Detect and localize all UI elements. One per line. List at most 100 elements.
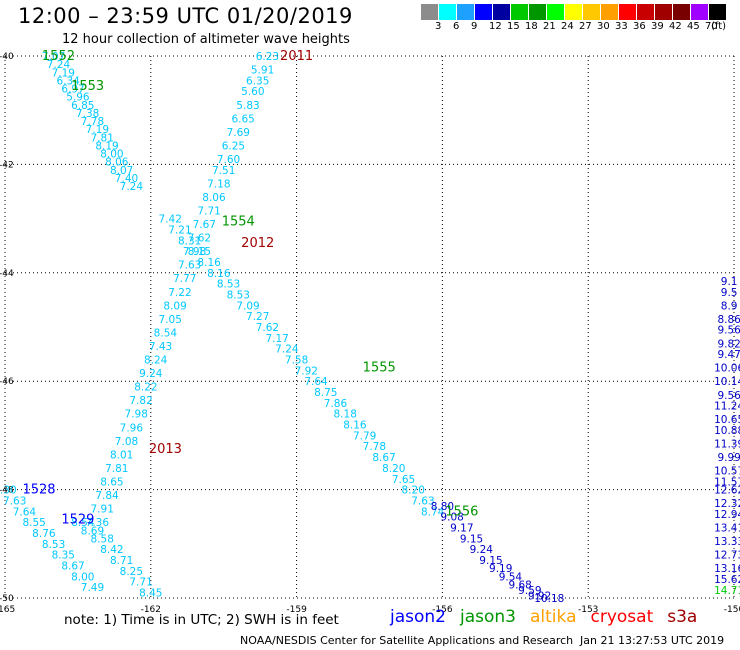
data-point-label: 8.16 bbox=[197, 257, 221, 269]
data-point-label: 7.51 bbox=[212, 165, 235, 177]
data-point-label: 8.30 bbox=[0, 485, 17, 497]
data-point-label: 7.81 bbox=[91, 132, 114, 144]
data-point-label: 7.22 bbox=[168, 287, 191, 299]
data-point-label: 9.5 bbox=[721, 287, 738, 299]
data-point-label: 11.39 bbox=[714, 439, 740, 451]
x-tick-label: -153 bbox=[578, 605, 598, 615]
data-point-label: 8.25 bbox=[120, 566, 143, 578]
data-point-label: 8.75 bbox=[314, 387, 337, 399]
data-point-label: 11.57 bbox=[714, 476, 740, 488]
color-scale-tick: 70 bbox=[705, 21, 718, 32]
data-point-label: 7.63 bbox=[411, 495, 434, 507]
data-point-label: 7.19 bbox=[52, 67, 75, 79]
color-scale-tick: 12 bbox=[489, 21, 502, 32]
data-point-label: 8.31 bbox=[178, 235, 201, 247]
pass-label: 1556 bbox=[445, 504, 478, 519]
color-scale-cell bbox=[655, 4, 672, 20]
data-point-label: 7.43 bbox=[149, 341, 172, 353]
data-point-label: 13.33 bbox=[714, 536, 740, 548]
satellite-legend-item: s3a bbox=[667, 607, 698, 627]
data-point-label: 7.09 bbox=[236, 300, 259, 312]
data-point-label: 9.24 bbox=[470, 544, 494, 556]
data-point-label: 5.96 bbox=[66, 92, 90, 104]
satellite-legend-item: cryosat bbox=[590, 607, 654, 627]
color-scale-cell bbox=[619, 4, 636, 20]
data-point-label: 7.91 bbox=[91, 504, 114, 516]
data-point-label: 8.67 bbox=[372, 452, 395, 464]
data-point-label: 8.53 bbox=[42, 539, 65, 551]
pass-label: 1552 bbox=[42, 49, 75, 64]
data-point-label: 7.60 bbox=[217, 154, 240, 166]
data-layer: 7.077.247.196.346.975.966.857.387.787.19… bbox=[0, 51, 740, 605]
data-point-label: 7.71 bbox=[197, 205, 220, 217]
data-point-label: 8.45 bbox=[139, 588, 162, 600]
data-point-label: 7.63 bbox=[178, 260, 201, 272]
color-scale-cell bbox=[583, 4, 600, 20]
data-point-label: 8.06 bbox=[202, 192, 226, 204]
data-point-label: 7.18 bbox=[207, 178, 230, 190]
data-point-label: 8.35 bbox=[52, 550, 75, 562]
grid-layer bbox=[4, 55, 735, 599]
data-point-label: 7.42 bbox=[159, 214, 182, 226]
data-point-label: 7.07 bbox=[42, 51, 65, 63]
data-point-label: 7.77 bbox=[173, 273, 196, 285]
data-point-label: 8.07 bbox=[110, 165, 133, 177]
data-point-label: 7.92 bbox=[295, 365, 318, 377]
data-point-label: 9.15 bbox=[479, 555, 502, 567]
data-point-label: 8.74 bbox=[421, 506, 445, 518]
color-scale-cell bbox=[439, 4, 456, 20]
data-point-label: 8.55 bbox=[22, 517, 45, 529]
data-point-label: 8.42 bbox=[100, 544, 123, 556]
data-point-label: 7.19 bbox=[86, 124, 109, 136]
color-scale-cell bbox=[421, 4, 438, 20]
pass-label: 2011 bbox=[280, 49, 313, 64]
data-point-label: 8.00 bbox=[100, 149, 123, 161]
data-point-label: 10.06 bbox=[714, 363, 740, 375]
data-point-label: 13.41 bbox=[714, 523, 740, 535]
data-point-label: 9.08 bbox=[440, 512, 463, 524]
data-point-label: 9.24 bbox=[139, 368, 163, 380]
data-point-label: 7.38 bbox=[76, 108, 99, 120]
color-scale-tick: 24 bbox=[561, 21, 574, 32]
color-scale-tick: 36 bbox=[633, 21, 646, 32]
color-scale-cell bbox=[493, 4, 510, 20]
data-point-label: 7.98 bbox=[183, 246, 206, 258]
y-tick-label: -40 bbox=[0, 52, 14, 62]
data-point-label: 9.99 bbox=[717, 452, 740, 464]
data-point-label: 6.97 bbox=[61, 84, 84, 96]
data-point-label: 9.68 bbox=[508, 579, 531, 591]
data-point-label: 6.25 bbox=[222, 140, 245, 152]
data-point-label: 9.19 bbox=[489, 563, 512, 575]
data-point-label: 9.59 bbox=[518, 585, 541, 597]
pass-label: 1529 bbox=[61, 512, 94, 527]
pass-label: 2012 bbox=[241, 236, 274, 251]
data-point-label: 7.65 bbox=[392, 474, 415, 486]
data-point-label: 9.56 bbox=[717, 325, 740, 337]
color-scale-tick: 27 bbox=[579, 21, 592, 32]
data-point-label: 8.15 bbox=[188, 246, 211, 258]
footer-timestamp: Jan 21 13:27:53 UTC 2019 bbox=[580, 634, 725, 647]
data-point-label: 12.32 bbox=[714, 498, 740, 510]
data-point-label: 7.84 bbox=[95, 490, 119, 502]
data-point-label: 9.54 bbox=[499, 571, 523, 583]
data-point-label: 6.65 bbox=[231, 113, 254, 125]
data-point-label: 12.73 bbox=[714, 550, 740, 562]
data-point-label: 7.64 bbox=[304, 376, 328, 388]
data-point-label: 8.06 bbox=[105, 157, 129, 169]
data-point-label: 8.20 bbox=[382, 463, 405, 475]
data-point-label: 6.23 bbox=[256, 51, 279, 63]
data-point-label: 5.91 bbox=[251, 65, 274, 77]
data-point-label: 8.18 bbox=[334, 409, 357, 421]
data-point-label: 8.19 bbox=[95, 140, 118, 152]
x-tick-label: -156 bbox=[432, 605, 453, 615]
color-scale-tick: 15 bbox=[507, 21, 520, 32]
data-point-label: 7.62 bbox=[256, 322, 279, 334]
color-scale-cell bbox=[565, 4, 582, 20]
data-point-label: 7.21 bbox=[168, 224, 191, 236]
data-point-label: 7.79 bbox=[353, 430, 376, 442]
data-point-label: 8.24 bbox=[144, 355, 168, 367]
data-point-label: 7.36 bbox=[86, 517, 110, 529]
pass-label: 2013 bbox=[149, 442, 182, 457]
data-point-label: 7.78 bbox=[363, 441, 386, 453]
color-scale-cell bbox=[511, 4, 528, 20]
